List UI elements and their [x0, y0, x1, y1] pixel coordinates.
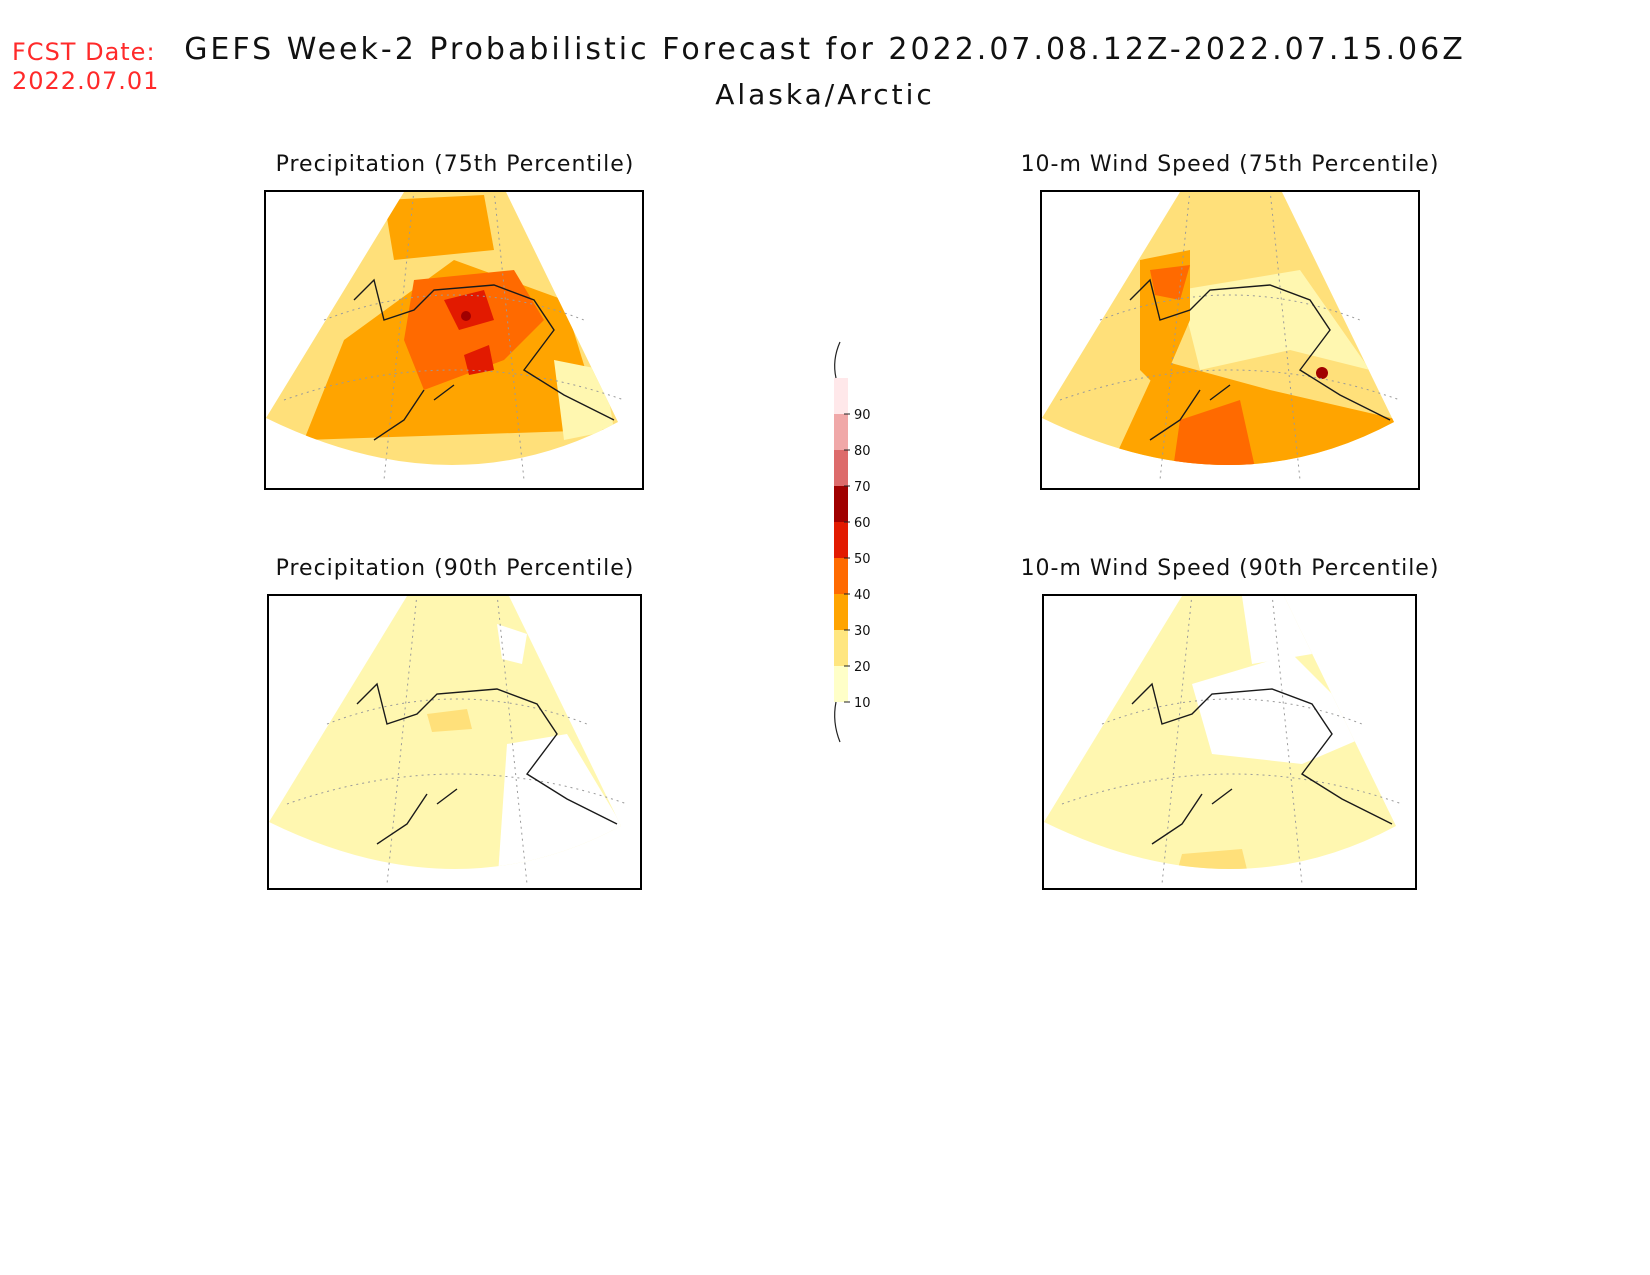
colorbar-swatch	[834, 450, 848, 486]
forecast-date-value: 2022.07.01	[12, 67, 160, 95]
wind-75-frame	[1040, 190, 1420, 490]
precip-75-area-60	[461, 311, 471, 321]
wind-75-area-10	[1180, 270, 1370, 370]
precip-75-area-50	[444, 290, 494, 330]
precip-75-area-40	[404, 270, 544, 390]
wind-75-area-40	[1170, 400, 1260, 466]
panel-title-wind-90: 10-m Wind Speed (90th Percentile)	[1020, 556, 1440, 581]
wind-90-graticule	[1061, 594, 1403, 885]
panel-title-precip-90: Precipitation (90th Percentile)	[275, 556, 635, 581]
colorbar-tick-label: 30	[854, 624, 871, 639]
colorbar-tick-label: 60	[854, 516, 871, 531]
wind-75-graticule	[1059, 190, 1401, 481]
colorbar-swatch	[834, 594, 848, 630]
precip-75-area-10	[554, 360, 614, 440]
colorbar-top-cap	[834, 341, 841, 379]
colorbar-swatch	[834, 630, 848, 666]
chart-title: GEFS Week-2 Probabilistic Forecast for 2…	[184, 32, 1466, 67]
precip-90-area-below-10	[497, 734, 621, 870]
map-panel-wind-90	[1042, 594, 1417, 890]
colorbar-ticks: 10 20 30 40 50 60 70 80 90	[844, 408, 871, 711]
panel-title-precip-75: Precipitation (75th Percentile)	[275, 152, 635, 177]
colorbar-swatch	[834, 522, 848, 558]
colorbar-tick-label: 70	[854, 480, 871, 495]
forecast-date: FCST Date: 2022.07.01	[12, 38, 159, 96]
colorbar-swatch	[834, 414, 848, 450]
precip-90-area-below-10-north	[497, 624, 527, 664]
region-subtitle: Alaska/Arctic	[715, 78, 935, 111]
colorbar-swatch	[834, 378, 848, 414]
map-panel-precip-75	[264, 190, 644, 490]
precip-75-graticule	[283, 190, 625, 481]
precip-90-coastline	[356, 682, 618, 845]
wind-75-area-60	[1316, 367, 1328, 379]
precip-90-graticule	[286, 594, 628, 885]
wind-90-area-20	[1172, 849, 1252, 870]
colorbar-tick-label: 40	[854, 588, 871, 603]
panel-title-wind-75: 10-m Wind Speed (75th Percentile)	[1020, 152, 1440, 177]
wind-75-area-40-north	[1150, 265, 1190, 300]
precip-75-frame	[264, 190, 644, 490]
wind-90-coastline	[1131, 682, 1393, 845]
colorbar-swatches	[834, 378, 848, 702]
wind-90-frame	[1042, 594, 1417, 890]
forecast-date-label: FCST Date:	[12, 38, 156, 66]
wind-75-coastline	[1129, 278, 1391, 441]
colorbar-tick-label: 90	[854, 408, 871, 423]
precip-75-area-30-north	[384, 195, 494, 260]
colorbar-swatch	[834, 666, 848, 702]
map-panel-precip-90	[267, 594, 642, 890]
colorbar-bottom-cap	[834, 701, 841, 743]
wind-90-area-below-10	[1192, 654, 1372, 764]
precip-90-area-20	[427, 709, 472, 732]
colorbar: 10 20 30 40 50 60 70 80 90	[834, 341, 871, 743]
colorbar-tick-label: 20	[854, 660, 871, 675]
precip-75-coastline	[353, 278, 615, 441]
colorbar-tick-label: 10	[854, 696, 871, 711]
colorbar-tick-label: 80	[854, 444, 871, 459]
precip-75-area-50-south	[464, 345, 494, 375]
precip-90-base-10	[269, 596, 621, 870]
map-panel-wind-75	[1040, 190, 1420, 490]
colorbar-tick-label: 50	[854, 552, 871, 567]
precip-90-frame	[267, 594, 642, 890]
colorbar-swatch	[834, 486, 848, 522]
wind-90-area-below-10-north	[1242, 596, 1312, 664]
colorbar-swatch	[834, 558, 848, 594]
